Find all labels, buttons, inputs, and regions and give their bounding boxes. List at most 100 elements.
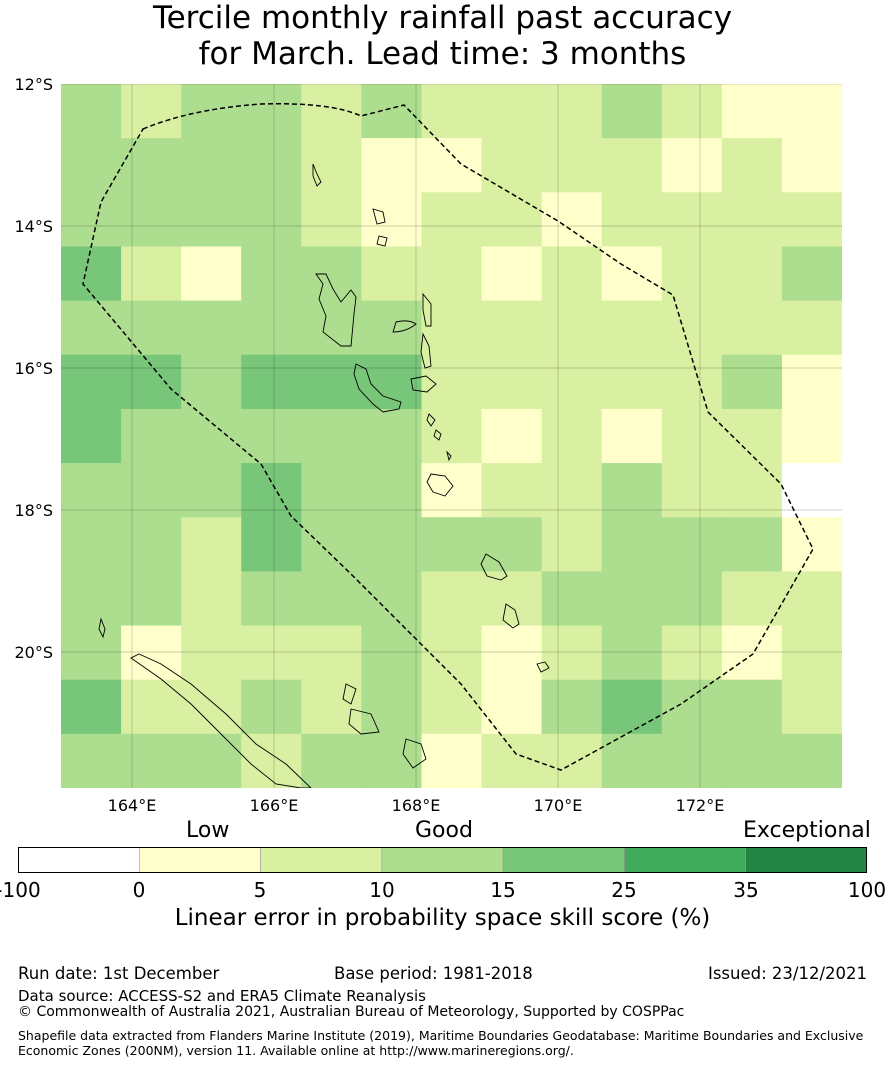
grid-cell <box>661 733 723 788</box>
epi-island <box>426 413 436 427</box>
loyalty-islands <box>342 683 427 769</box>
grid-cell <box>181 300 242 356</box>
grid-cell <box>241 138 302 193</box>
colorbar-segment <box>138 847 261 873</box>
grid-cell <box>721 625 783 681</box>
grid-cell <box>181 354 242 410</box>
grid-cell <box>301 679 362 735</box>
grid-cell <box>121 679 182 735</box>
colorbar-segment <box>18 847 140 873</box>
colorbar-segments <box>18 847 867 873</box>
grid-cell <box>181 463 242 518</box>
grid-cell <box>361 246 422 302</box>
grid-cell <box>421 408 483 464</box>
grid-cell <box>361 679 422 735</box>
base-period: Base period: 1981-2018 <box>334 964 533 983</box>
grid-cell <box>301 138 362 193</box>
skill-map <box>61 84 842 788</box>
grid-cell <box>181 571 242 627</box>
grid-cell <box>541 733 603 788</box>
malekula-island <box>353 363 402 413</box>
grid-cell <box>601 192 663 247</box>
grid-cell <box>601 517 663 572</box>
lon-label-172e: 172°E <box>675 796 725 815</box>
grid-cell <box>241 571 302 627</box>
grid-cell <box>61 408 122 464</box>
grid-cell <box>661 300 723 356</box>
efate-island <box>426 473 454 497</box>
grid-cell <box>121 84 182 139</box>
grid-cell <box>361 138 422 193</box>
grid-cell <box>361 625 422 681</box>
grid-cell <box>481 571 543 627</box>
grid-cell <box>721 246 783 302</box>
grid-cell <box>61 733 122 788</box>
grid-cell <box>361 517 422 572</box>
grid-cell <box>181 84 242 139</box>
grid-cell <box>421 354 483 410</box>
lon-label-166e: 166°E <box>249 796 299 815</box>
colorbar-tick-25: 25 <box>611 878 637 902</box>
grid-cell <box>61 84 122 139</box>
grid-cell <box>541 300 603 356</box>
grid-cell <box>121 571 182 627</box>
grid-cell <box>781 300 842 356</box>
grid-cell <box>661 192 723 247</box>
shapefile-credit-line-1: Shapefile data extracted from Flanders M… <box>18 1028 864 1043</box>
colorbar-segment <box>502 847 625 873</box>
grid-cell <box>541 138 603 193</box>
grid-cell <box>781 84 842 139</box>
grid-cell <box>661 679 723 735</box>
grid-cell <box>361 571 422 627</box>
grid-cell <box>481 679 543 735</box>
chart-title: Tercile monthly rainfall past accuracy f… <box>0 0 885 72</box>
lat-label-16s: 16°S <box>14 359 53 378</box>
grid-cell <box>61 246 122 302</box>
lon-label-168e: 168°E <box>391 796 441 815</box>
grid-cell <box>481 354 543 410</box>
espiritu-santo-island <box>315 273 357 347</box>
grid-cell <box>61 463 122 518</box>
pentecost-island <box>420 332 432 369</box>
grid-cell <box>181 733 242 788</box>
banks-islands <box>372 208 388 247</box>
grid-cell <box>781 138 842 193</box>
grid-cell <box>61 571 122 627</box>
grid-cell <box>421 733 483 788</box>
issued-date: Issued: 23/12/2021 <box>707 964 867 983</box>
colorbar-label: Linear error in probability space skill … <box>174 905 711 931</box>
colorbar-tick-35: 35 <box>733 878 759 902</box>
grid-cell <box>541 517 603 572</box>
grid-cell <box>241 733 302 788</box>
category-low: Low <box>186 818 230 843</box>
tanna-island <box>502 603 520 629</box>
grid-cell <box>541 679 603 735</box>
grid-cell <box>61 192 122 247</box>
grid-cell <box>661 84 723 139</box>
grid-cell <box>61 300 122 356</box>
grid-cell <box>421 463 483 518</box>
grid-cell <box>781 679 842 735</box>
belep-islands <box>98 617 106 639</box>
eez-boundary <box>82 103 814 771</box>
grid-cell <box>301 246 362 302</box>
colorbar-tick-100: 100 <box>847 878 885 902</box>
grid-cell <box>541 625 603 681</box>
grid-cell <box>481 408 543 464</box>
grid-cell <box>541 246 603 302</box>
grid-cell <box>181 679 242 735</box>
grid-cell <box>241 192 302 247</box>
category-exceptional: Exceptional <box>743 818 871 843</box>
grid-cell <box>361 733 422 788</box>
grid-cell <box>121 354 182 410</box>
grid-cell <box>301 354 362 410</box>
grid-cell <box>301 571 362 627</box>
category-good: Good <box>415 818 473 843</box>
colorbar-tick-15: 15 <box>490 878 516 902</box>
grid-cell <box>301 517 362 572</box>
grid-cell <box>481 625 543 681</box>
grid-cell <box>121 300 182 356</box>
grid-cell <box>421 517 483 572</box>
erromango-island <box>480 553 508 581</box>
grid-cell <box>721 300 783 356</box>
